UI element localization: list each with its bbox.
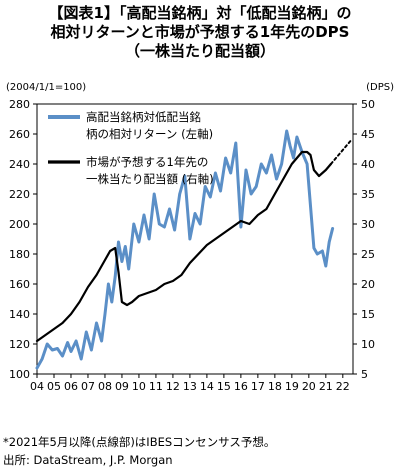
- left-axis-tick-label: 200: [9, 218, 30, 231]
- footnote: *2021年5月以降(点線部)はIBESコンセンサス予想。: [3, 435, 276, 449]
- x-axis-tick-label: 07: [81, 380, 95, 393]
- left-axis-tick-label: 220: [9, 188, 30, 201]
- left-axis-unit: (2004/1/1=100): [6, 82, 86, 93]
- left-axis-tick-label: 160: [9, 278, 30, 291]
- right-axis-tick-label: 50: [361, 98, 375, 111]
- x-axis-tick-label: 19: [285, 380, 299, 393]
- left-axis-tick-label: 240: [9, 158, 30, 171]
- dps-line: [35, 150, 332, 343]
- right-axis-tick-label: 10: [361, 338, 375, 351]
- x-axis-tick-label: 18: [268, 380, 282, 393]
- right-axis-tick-label: 30: [361, 218, 375, 231]
- chart-title-line: 相対リターンと市場が予想する1年先のDPS: [50, 23, 350, 41]
- x-axis-tick-label: 17: [251, 380, 265, 393]
- legend-label: 柄の相対リターン (左軸): [86, 127, 213, 141]
- x-axis-tick-label: 06: [64, 380, 78, 393]
- left-axis-tick-label: 120: [9, 338, 30, 351]
- plot-frame: [36, 103, 354, 375]
- relative-return-line: [35, 129, 335, 370]
- right-axis-tick-label: 5: [361, 368, 368, 381]
- right-axis-tick-label: 35: [361, 188, 375, 201]
- x-axis-tick-label: 10: [132, 380, 146, 393]
- legend-label: 市場が予想する1年先の: [86, 155, 208, 169]
- right-axis-tick-label: 15: [361, 308, 375, 321]
- x-axis-tick-label: 22: [336, 380, 350, 393]
- x-axis-tick-label: 11: [149, 380, 163, 393]
- chart-title-line: 【図表1】「高配当銘柄」対「低配当銘柄」の: [48, 4, 352, 22]
- x-axis-tick-label: 21: [319, 380, 333, 393]
- x-axis-tick-label: 14: [200, 380, 214, 393]
- left-axis-tick-label: 260: [9, 128, 30, 141]
- left-axis-tick-label: 100: [9, 368, 30, 381]
- x-axis-tick-label: 16: [234, 380, 248, 393]
- x-axis-tick-label: 13: [183, 380, 197, 393]
- source-note: 出所: DataStream, J.P. Morgan: [3, 453, 173, 467]
- x-axis-tick-label: 04: [30, 380, 44, 393]
- x-axis-tick-label: 20: [302, 380, 316, 393]
- right-axis-tick-label: 25: [361, 248, 375, 261]
- x-axis-tick-label: 15: [217, 380, 231, 393]
- left-axis-tick-label: 180: [9, 248, 30, 261]
- chart-title: 【図表1】「高配当銘柄」対「低配当銘柄」の 相対リターンと市場が予想する1年先の…: [0, 4, 400, 61]
- right-axis-unit: (DPS): [366, 82, 394, 93]
- x-axis-tick-label: 09: [115, 380, 129, 393]
- x-axis-tick-label: 12: [166, 380, 180, 393]
- legend-label: 高配当銘柄対低配当銘: [86, 110, 201, 124]
- x-axis-tick-label: 08: [98, 380, 112, 393]
- right-axis-tick-label: 45: [361, 128, 375, 141]
- right-axis-tick-label: 20: [361, 278, 375, 291]
- left-axis-tick-label: 280: [9, 98, 30, 111]
- x-axis-tick-label: 05: [47, 380, 61, 393]
- chart-title-line: （一株当たり配当額）: [124, 42, 275, 60]
- left-axis-tick-label: 140: [9, 308, 30, 321]
- dps-forecast-line: [329, 139, 353, 165]
- right-axis-tick-label: 40: [361, 158, 375, 171]
- legend-label: 一株当たり配当額 (右軸): [86, 172, 214, 186]
